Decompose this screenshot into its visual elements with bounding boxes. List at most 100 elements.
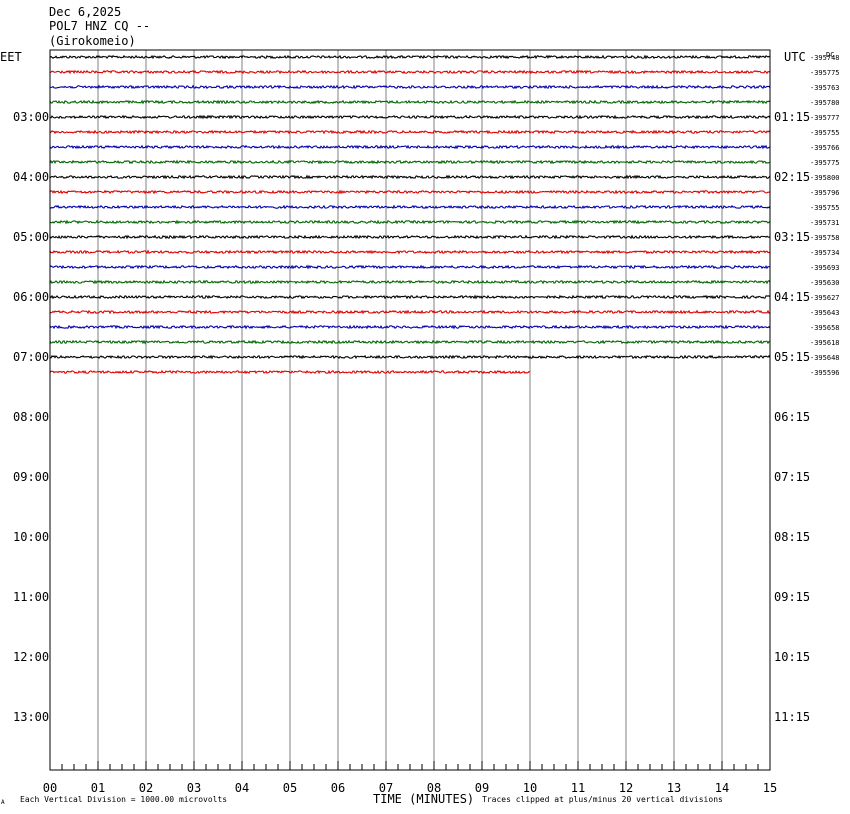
x-axis-ticks bbox=[49, 761, 771, 770]
dc-value-1: -395748 bbox=[810, 54, 840, 62]
header-date: Dec 6,2025 bbox=[49, 5, 121, 19]
trace-21 bbox=[49, 354, 771, 360]
footer-mark: A bbox=[1, 799, 5, 806]
x-tick-label-05: 05 bbox=[283, 781, 297, 795]
hour-label-left-10: 12:00 bbox=[13, 650, 49, 664]
trace-22 bbox=[49, 369, 531, 375]
trace-8 bbox=[49, 159, 771, 165]
trace-14 bbox=[49, 248, 771, 255]
hour-label-right-11: 11:15 bbox=[774, 710, 810, 724]
hour-label-left-2: 04:00 bbox=[13, 170, 49, 184]
trace-4 bbox=[49, 99, 771, 105]
trace-5 bbox=[49, 114, 771, 120]
dc-value-3: -395763 bbox=[810, 84, 840, 92]
clip-note: Traces clipped at plus/minus 20 vertical… bbox=[482, 795, 723, 804]
x-tick-label-11: 11 bbox=[571, 781, 585, 795]
trace-10 bbox=[49, 189, 771, 195]
hour-labels: 03:00 01:15 04:00 02:15 05:00 03:15 06:00 04:15… bbox=[13, 110, 810, 724]
left-timezone-label: EET bbox=[0, 50, 22, 64]
dc-value-20: -395618 bbox=[810, 339, 840, 347]
x-tick-label-00: 00 bbox=[43, 781, 57, 795]
dc-value-21: -395648 bbox=[810, 354, 840, 362]
trace-11 bbox=[49, 204, 771, 210]
hour-label-right-2: 02:15 bbox=[774, 170, 810, 184]
dc-value-19: -395658 bbox=[810, 324, 840, 332]
header-station: POL7 HNZ CQ -- bbox=[49, 19, 150, 33]
trace-19 bbox=[49, 324, 771, 330]
dc-value-15: -395693 bbox=[810, 264, 840, 272]
dc-value-9: -395800 bbox=[810, 174, 840, 182]
trace-17 bbox=[49, 294, 771, 300]
x-tick-label-15: 15 bbox=[763, 781, 777, 795]
x-tick-label-10: 10 bbox=[523, 781, 537, 795]
x-tick-label-08: 08 bbox=[427, 781, 441, 795]
x-tick-label-03: 03 bbox=[187, 781, 201, 795]
hour-label-right-6: 06:15 bbox=[774, 410, 810, 424]
dc-value-8: -395775 bbox=[810, 159, 840, 167]
hour-label-right-3: 03:15 bbox=[774, 230, 810, 244]
trace-2 bbox=[49, 69, 771, 75]
hour-label-right-8: 08:15 bbox=[774, 530, 810, 544]
trace-12 bbox=[49, 219, 771, 225]
hour-label-left-8: 10:00 bbox=[13, 530, 49, 544]
dc-value-22: -395596 bbox=[810, 369, 840, 377]
dc-value-4: -395780 bbox=[810, 99, 840, 107]
hour-label-right-9: 09:15 bbox=[774, 590, 810, 604]
hour-label-left-4: 06:00 bbox=[13, 290, 49, 304]
trace-13 bbox=[49, 234, 771, 240]
trace-6 bbox=[49, 129, 771, 135]
right-timezone-label: UTC bbox=[784, 50, 806, 64]
hour-label-right-4: 04:15 bbox=[774, 290, 810, 304]
hour-label-left-9: 11:00 bbox=[13, 590, 49, 604]
x-tick-label-01: 01 bbox=[91, 781, 105, 795]
hour-label-left-5: 07:00 bbox=[13, 350, 49, 364]
x-tick-label-12: 12 bbox=[619, 781, 633, 795]
dc-value-18: -395643 bbox=[810, 309, 840, 317]
hour-label-left-3: 05:00 bbox=[13, 230, 49, 244]
hour-label-right-1: 01:15 bbox=[774, 110, 810, 124]
dc-label: DC bbox=[826, 51, 834, 59]
x-tick-label-06: 06 bbox=[331, 781, 345, 795]
x-tick-label-13: 13 bbox=[667, 781, 681, 795]
trace-20 bbox=[49, 339, 771, 345]
header-location: (Girokomeio) bbox=[49, 34, 136, 48]
dc-value-7: -395766 bbox=[810, 144, 840, 152]
dc-value-6: -395755 bbox=[810, 129, 840, 137]
x-axis-title: TIME (MINUTES) bbox=[373, 792, 474, 806]
dc-offset-labels: -395748 -395775 -395763 -395780 -395777 -3957… bbox=[810, 54, 840, 377]
trace-7 bbox=[49, 144, 771, 150]
hour-label-right-7: 07:15 bbox=[774, 470, 810, 484]
dc-value-17: -395627 bbox=[810, 294, 840, 302]
trace-16 bbox=[49, 279, 771, 286]
dc-value-14: -395734 bbox=[810, 249, 840, 257]
dc-value-2: -395775 bbox=[810, 69, 840, 77]
dc-value-16: -395630 bbox=[810, 279, 840, 287]
x-tick-label-07: 07 bbox=[379, 781, 393, 795]
dc-value-12: -395731 bbox=[810, 219, 840, 227]
hour-label-right-10: 10:15 bbox=[774, 650, 810, 664]
grid-lines bbox=[97, 50, 723, 770]
hour-label-left-11: 13:00 bbox=[13, 710, 49, 724]
x-axis-tick-labels: 00 01 02 03 04 05 06 07 08 09 10 11 12 13 14 15 bbox=[43, 781, 777, 795]
x-tick-label-09: 09 bbox=[475, 781, 489, 795]
x-tick-label-02: 02 bbox=[139, 781, 153, 795]
hour-label-left-7: 09:00 bbox=[13, 470, 49, 484]
dc-value-5: -395777 bbox=[810, 114, 840, 122]
hour-label-left-1: 03:00 bbox=[13, 110, 49, 124]
plot-frame bbox=[49, 49, 771, 771]
dc-value-11: -395755 bbox=[810, 204, 840, 212]
x-tick-label-14: 14 bbox=[715, 781, 729, 795]
seismic-traces bbox=[49, 54, 771, 375]
trace-3 bbox=[49, 84, 771, 90]
dc-value-13: -395758 bbox=[810, 234, 840, 242]
trace-9 bbox=[49, 174, 771, 180]
trace-1 bbox=[49, 54, 771, 60]
hour-label-right-5: 05:15 bbox=[774, 350, 810, 364]
trace-15 bbox=[49, 264, 771, 270]
scale-note: Each Vertical Division = 1000.00 microvo… bbox=[20, 795, 227, 804]
trace-18 bbox=[49, 309, 771, 315]
hour-label-left-6: 08:00 bbox=[13, 410, 49, 424]
x-tick-label-04: 04 bbox=[235, 781, 249, 795]
dc-value-10: -395796 bbox=[810, 189, 840, 197]
